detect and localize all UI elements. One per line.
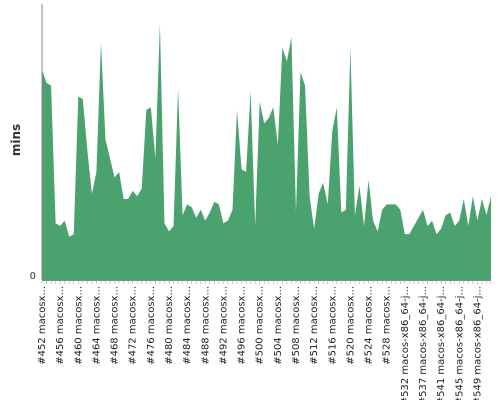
x-tick-label: #512 macosx... — [309, 286, 320, 365]
x-tick-label: #528 macosx... — [382, 286, 393, 365]
x-tick-label: #532 macos-x86_64-j... — [400, 286, 411, 400]
x-tick-label: #452 macosx... — [37, 286, 48, 365]
x-tick-label: #492 macosx... — [218, 286, 229, 365]
y-axis-ticks: 0 — [30, 271, 36, 282]
y-tick-label: 0 — [30, 271, 36, 282]
x-tick-label: #484 macosx... — [182, 286, 193, 365]
x-tick-label: #460 macosx... — [73, 286, 84, 365]
plot-area — [42, 23, 491, 280]
x-tick-label: #524 macosx... — [364, 286, 375, 365]
x-tick-label: #549 macos-x86_64-j... — [472, 286, 483, 400]
x-tick-label: #480 macosx... — [164, 286, 175, 365]
x-tick-label: #496 macosx... — [237, 286, 248, 365]
x-tick-label: #472 macosx... — [128, 286, 139, 365]
x-tick-label: #500 macosx... — [255, 286, 266, 365]
x-tick-label: #488 macosx... — [200, 286, 211, 365]
x-tick-label: #541 macos-x86_64-j... — [436, 286, 447, 400]
x-tick-label: #516 macosx... — [327, 286, 338, 365]
x-tick-label: #508 macosx... — [291, 286, 302, 365]
x-tick-label: #464 macosx... — [91, 286, 102, 365]
x-tick-label: #520 macosx... — [345, 286, 356, 365]
x-tick-label: #537 macos-x86_64-j... — [418, 286, 429, 400]
y-axis-label: mins — [9, 124, 23, 156]
area-series — [42, 23, 491, 280]
x-tick-label: #456 macosx... — [55, 286, 66, 365]
x-tick-label: #468 macosx... — [110, 286, 121, 365]
x-axis-ticks: #452 macosx... #456 macosx... #460 macosx.… — [37, 281, 492, 400]
x-tick-label: #504 macosx... — [273, 286, 284, 365]
x-tick-label: #476 macosx... — [146, 286, 157, 365]
x-tick-label: #545 macos-x86_64-j... — [454, 286, 465, 400]
